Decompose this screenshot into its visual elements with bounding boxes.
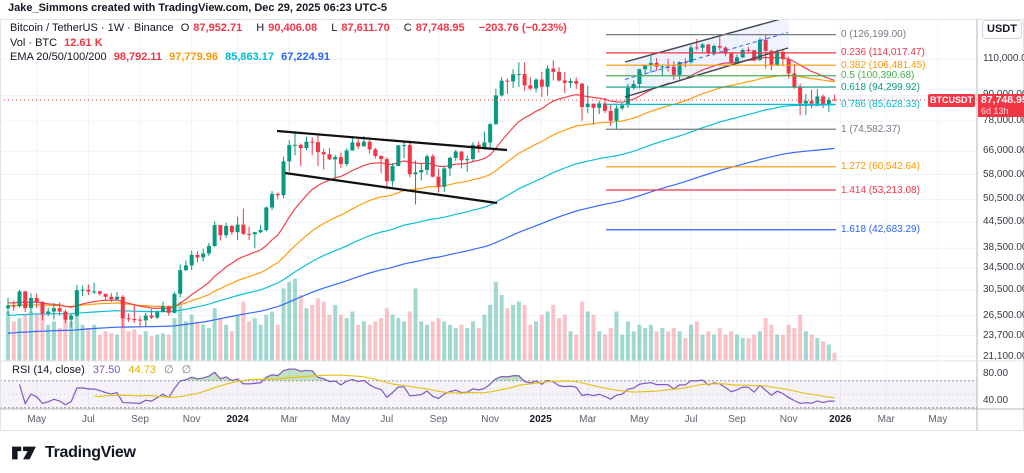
ema-20-value: 98,792.11 xyxy=(113,51,163,63)
fib-level-label: 0.382 (106,481.45) xyxy=(841,59,926,71)
fib-level-label: 0 (126,199.00) xyxy=(841,29,907,41)
fib-level-label: 1 (74,582.37) xyxy=(841,123,901,135)
price-axis-label: 50,500.00 xyxy=(983,193,1024,205)
rsi-axis-label: 80.00 xyxy=(983,368,1009,379)
price-axis-label: 58,000.00 xyxy=(983,168,1024,180)
volume-legend-row[interactable]: Vol · BTC 12.61 K xyxy=(10,37,107,49)
price-axis-label: 78,000.00 xyxy=(983,115,1024,127)
time-axis-label: 2025 xyxy=(529,414,552,425)
time-axis-label: Nov xyxy=(779,414,798,425)
ema-legend-row[interactable]: EMA 20/50/100/200 98,792.11 97,779.96 85… xyxy=(10,51,334,63)
price-change: −203.76 (−0.23%) xyxy=(478,22,567,34)
rsi-label: RSI (14, close) xyxy=(12,364,85,376)
fib-level-label: 1.414 (53,213.08) xyxy=(841,184,920,196)
time-axis-label: Mar xyxy=(579,414,597,425)
price-axis-label: 110,000.00 xyxy=(983,53,1024,65)
time-axis-label: 2026 xyxy=(829,414,852,425)
rsi-legend-row[interactable]: RSI (14, close) 37.50 44.73 ∅ ∅ xyxy=(12,363,196,376)
attribution-text: Jake_Simmons created with TradingView.co… xyxy=(8,2,388,14)
fib-level-label: 0.618 (94,299.92) xyxy=(841,81,920,93)
price-axis-label: 66,000.00 xyxy=(983,145,1024,157)
ema-100-value: 85,863.17 xyxy=(225,51,275,63)
bar-countdown: 6d 13h xyxy=(981,106,1009,116)
fib-level-label: 0.786 (85,628.33) xyxy=(841,98,920,110)
volume-label: Vol · BTC xyxy=(10,37,58,49)
tradingview-logo-icon xyxy=(12,446,36,460)
ohlc-high: H 90,406.08 xyxy=(256,22,318,34)
ohlc-close: C 87,748.95 xyxy=(403,22,465,34)
ohlc-open: O 87,952.71 xyxy=(180,22,243,34)
price-axis-label: 34,500.00 xyxy=(983,262,1024,274)
rsi-value: 37.50 xyxy=(92,364,121,376)
price-axis-label: 38,500.00 xyxy=(983,242,1024,254)
time-axis-label: May xyxy=(331,414,351,425)
rsi-ma-value: 44.73 xyxy=(128,364,156,376)
time-axis-label: May xyxy=(27,414,47,425)
price-axis-label: 44,500.00 xyxy=(983,216,1024,228)
time-axis-label: Sep xyxy=(728,414,746,425)
ema-200-value: 67,224.91 xyxy=(281,51,331,63)
ema-label: EMA 20/50/100/200 xyxy=(10,51,107,63)
fib-level-label: 0.236 (114,017.47) xyxy=(841,47,925,59)
price-axis-label: 26,500.00 xyxy=(983,309,1024,321)
symbol-title: Bitcoin / TetherUS · 1W · Binance xyxy=(10,22,174,34)
fib-level-label: 0.5 (100,390.68) xyxy=(841,70,915,82)
price-axis-label: 23,700.00 xyxy=(983,329,1024,341)
fib-level-label: 1.618 (42,683.29) xyxy=(841,224,920,236)
ema-50-value: 97,779.96 xyxy=(169,51,219,63)
time-axis-label: Jul xyxy=(380,414,394,425)
time-axis-label: Jul xyxy=(81,414,95,425)
tradingview-logo[interactable]: TradingView xyxy=(10,442,136,464)
time-axis-label: Jul xyxy=(684,414,698,425)
time-axis-label: Mar xyxy=(280,414,298,425)
main-price-pane xyxy=(6,19,837,361)
hidden-study-icon[interactable]: ∅ xyxy=(164,364,174,376)
fib-level-label: 1.272 (60,542.64) xyxy=(841,161,920,173)
last-price-value: 87,748.95 xyxy=(981,94,1024,106)
time-axis-label: Nov xyxy=(182,414,201,425)
time-axis-label: May xyxy=(629,414,649,425)
currency-toggle-button[interactable]: USDT xyxy=(982,20,1022,39)
ohlc-low: L 87,611.70 xyxy=(331,22,390,34)
symbol-price-flag: BTCUSDT xyxy=(928,94,975,107)
time-axis-label: Mar xyxy=(877,414,895,425)
time-axis-label: Sep xyxy=(429,414,448,425)
price-axis-label: 21,100.00 xyxy=(983,350,1024,362)
time-axis-label: 2024 xyxy=(226,414,249,425)
price-axis-label: 30,500.00 xyxy=(983,284,1024,296)
rsi-axis-label: 40.00 xyxy=(983,395,1009,406)
volume-value: 12.61 K xyxy=(64,37,103,49)
symbol-legend-row[interactable]: Bitcoin / TetherUS · 1W · Binance O 87,95… xyxy=(10,22,571,34)
time-axis-label: May xyxy=(928,414,948,425)
rsi-pane xyxy=(0,368,977,409)
time-axis-label: Nov xyxy=(481,414,500,425)
hidden-study-icon[interactable]: ∅ xyxy=(181,364,192,376)
time-axis-label: Sep xyxy=(131,414,149,425)
last-price-badge: 87,748.95 6d 13h xyxy=(978,94,1024,117)
tradingview-logo-text: TradingView xyxy=(45,444,136,461)
